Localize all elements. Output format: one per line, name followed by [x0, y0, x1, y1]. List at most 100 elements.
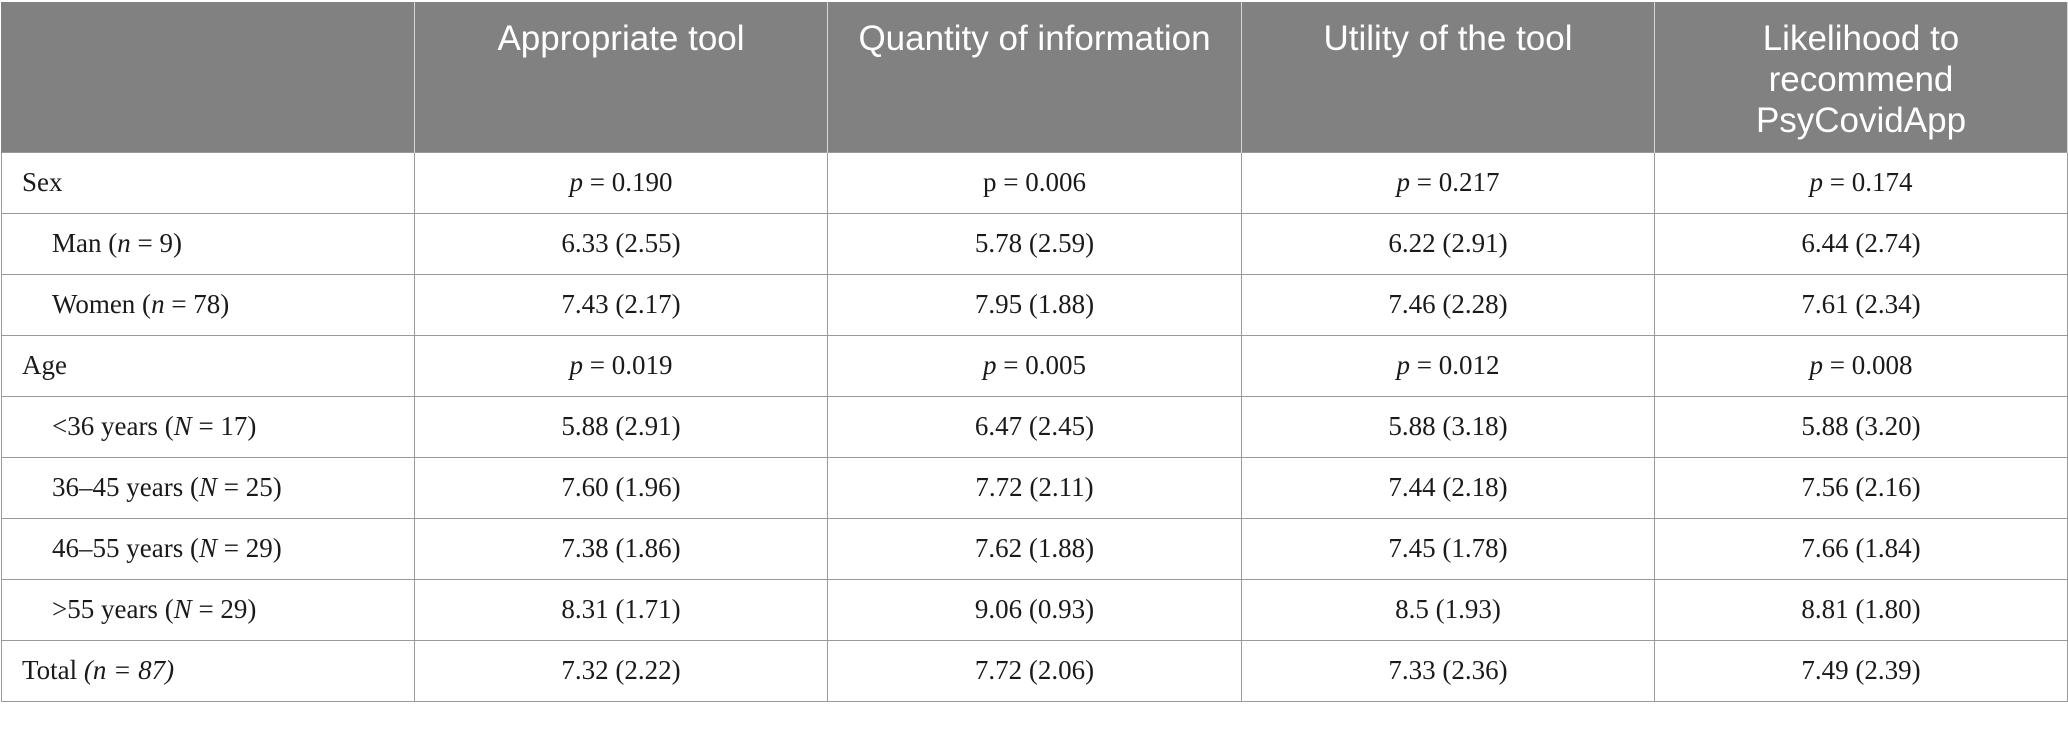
row-label-tail: = 9) [130, 228, 182, 258]
row-label: Age [1, 334, 415, 397]
cell-value: 5.88 (2.91) [561, 411, 681, 441]
table-cell: 7.43 (2.17) [414, 273, 828, 336]
table-cell: 6.22 (2.91) [1241, 212, 1655, 275]
cell-p-symbol: p [1809, 167, 1824, 197]
cell-value: 8.81 (1.80) [1801, 594, 1921, 624]
row-label: Man (n = 9) [1, 212, 415, 275]
cell-value: 5.88 (3.18) [1388, 411, 1508, 441]
table-cell: 7.44 (2.18) [1241, 456, 1655, 519]
header-appropriate-tool: Appropriate tool [414, 2, 828, 152]
cell-value: 8.31 (1.71) [561, 594, 681, 624]
cell-value: 7.32 (2.22) [561, 655, 681, 685]
cell-value: 7.44 (2.18) [1388, 472, 1508, 502]
cell-value: = 0.174 [1823, 167, 1913, 197]
row-label: 46–55 years (N = 29) [1, 517, 415, 580]
row-label-text: Women ( [52, 289, 152, 319]
table-cell: 6.47 (2.45) [827, 395, 1242, 458]
cell-value: 7.49 (2.39) [1801, 655, 1921, 685]
table-cell: 8.31 (1.71) [414, 578, 828, 641]
row-label-text: Age [22, 350, 67, 380]
table-cell: 5.88 (2.91) [414, 395, 828, 458]
table-cell: 5.78 (2.59) [827, 212, 1242, 275]
table-row: Man (n = 9) 6.33 (2.55) 5.78 (2.59) 6.22 (2… [1, 212, 2068, 275]
cell-value: = 0.012 [1410, 350, 1500, 380]
row-label: 36–45 years (N = 25) [1, 456, 415, 519]
table-row: 36–45 years (N = 25) 7.60 (1.96) 7.72 (2.1… [1, 456, 2068, 519]
table-cell: p = 0.005 [827, 334, 1242, 397]
header-row-label [1, 2, 415, 152]
row-label-text: Total [22, 655, 84, 685]
row-label-italic: N [173, 411, 192, 441]
header-row: Appropriate tool Quantity of information… [1, 2, 2068, 152]
cell-value: 6.33 (2.55) [561, 228, 681, 258]
cell-value: 5.78 (2.59) [974, 228, 1095, 258]
cell-value: 7.46 (2.28) [1388, 289, 1508, 319]
cell-value: 7.38 (1.86) [561, 533, 681, 563]
cell-p-symbol: p [569, 350, 584, 380]
cell-value: 7.33 (2.36) [1388, 655, 1508, 685]
cell-value: 7.72 (2.11) [975, 472, 1094, 502]
row-label-italic: (n = 87) [83, 655, 175, 685]
table-cell: 7.72 (2.06) [827, 639, 1242, 702]
row-label-text: 46–55 years ( [52, 533, 199, 563]
row-label-italic: n [151, 289, 165, 319]
cell-value: 7.56 (2.16) [1801, 472, 1921, 502]
table-cell: 7.61 (2.34) [1654, 273, 2068, 336]
table-cell: p = 0.006 [827, 151, 1242, 214]
cell-value: = 0.190 [583, 167, 673, 197]
header-utility-of-the-tool: Utility of the tool [1241, 2, 1655, 152]
table-cell: p = 0.174 [1654, 151, 2068, 214]
header-quantity-of-information: Quantity of information [827, 2, 1242, 152]
table-cell: 7.66 (1.84) [1654, 517, 2068, 580]
row-label-tail: = 17) [191, 411, 257, 441]
table-row: >55 years (N = 29) 8.31 (1.71) 9.06 (0.93)… [1, 578, 2068, 641]
cell-value: 5.88 (3.20) [1801, 411, 1921, 441]
row-label-tail: = 78) [164, 289, 230, 319]
results-table: Appropriate tool Quantity of information… [1, 2, 2068, 702]
cell-value: 6.47 (2.45) [974, 411, 1095, 441]
table-cell: 9.06 (0.93) [827, 578, 1242, 641]
row-label: <36 years (N = 17) [1, 395, 415, 458]
cell-p-symbol: p [983, 350, 997, 380]
cell-p-symbol: p [1396, 167, 1411, 197]
cell-value: 8.5 (1.93) [1395, 594, 1501, 624]
table-row: Total (n = 87) 7.32 (2.22) 7.72 (2.06) 7.33… [1, 639, 2068, 702]
header-likelihood-to-recommend: Likelihood to recommend PsyCovidApp [1654, 2, 2068, 152]
row-label-text: 36–45 years ( [52, 472, 199, 502]
cell-value: 7.61 (2.34) [1801, 289, 1921, 319]
table-cell: 7.45 (1.78) [1241, 517, 1655, 580]
cell-p-symbol: p [1396, 350, 1411, 380]
row-label: Total (n = 87) [1, 639, 415, 702]
row-label: >55 years (N = 29) [1, 578, 415, 641]
cell-value: p = 0.006 [983, 167, 1086, 197]
cell-value: = 0.005 [996, 350, 1086, 380]
table-cell: 7.49 (2.39) [1654, 639, 2068, 702]
table-cell: 7.56 (2.16) [1654, 456, 2068, 519]
table-cell: p = 0.008 [1654, 334, 2068, 397]
cell-value: 7.60 (1.96) [561, 472, 681, 502]
table-cell: p = 0.217 [1241, 151, 1655, 214]
table-cell: 8.81 (1.80) [1654, 578, 2068, 641]
table-row: Age p = 0.019 p = 0.005 p = 0.012 p = 0.008 [1, 334, 2068, 397]
cell-value: 7.66 (1.84) [1801, 533, 1921, 563]
row-label: Women (n = 78) [1, 273, 415, 336]
row-label-text: Man ( [52, 228, 118, 258]
cell-value: 7.43 (2.17) [561, 289, 681, 319]
table-row: Women (n = 78) 7.43 (2.17) 7.95 (1.88) 7.46… [1, 273, 2068, 336]
row-label-italic: N [198, 533, 217, 563]
table-cell: 7.32 (2.22) [414, 639, 828, 702]
table-cell: 7.60 (1.96) [414, 456, 828, 519]
row-label-italic: n [117, 228, 131, 258]
cell-value: 7.45 (1.78) [1388, 533, 1508, 563]
table-row: 46–55 years (N = 29) 7.38 (1.86) 7.62 (1.8… [1, 517, 2068, 580]
table-cell: 8.5 (1.93) [1241, 578, 1655, 641]
table-cell: 6.44 (2.74) [1654, 212, 2068, 275]
table-body: Sex p = 0.190 p = 0.006 p = 0.217 p = 0.174 M… [1, 151, 2068, 702]
cell-p-symbol: p [1809, 350, 1824, 380]
row-label-tail: = 29) [191, 594, 257, 624]
table-cell: 7.95 (1.88) [827, 273, 1242, 336]
table-cell: 7.62 (1.88) [827, 517, 1242, 580]
cell-value: 7.62 (1.88) [974, 533, 1095, 563]
cell-p-symbol: p [569, 167, 584, 197]
